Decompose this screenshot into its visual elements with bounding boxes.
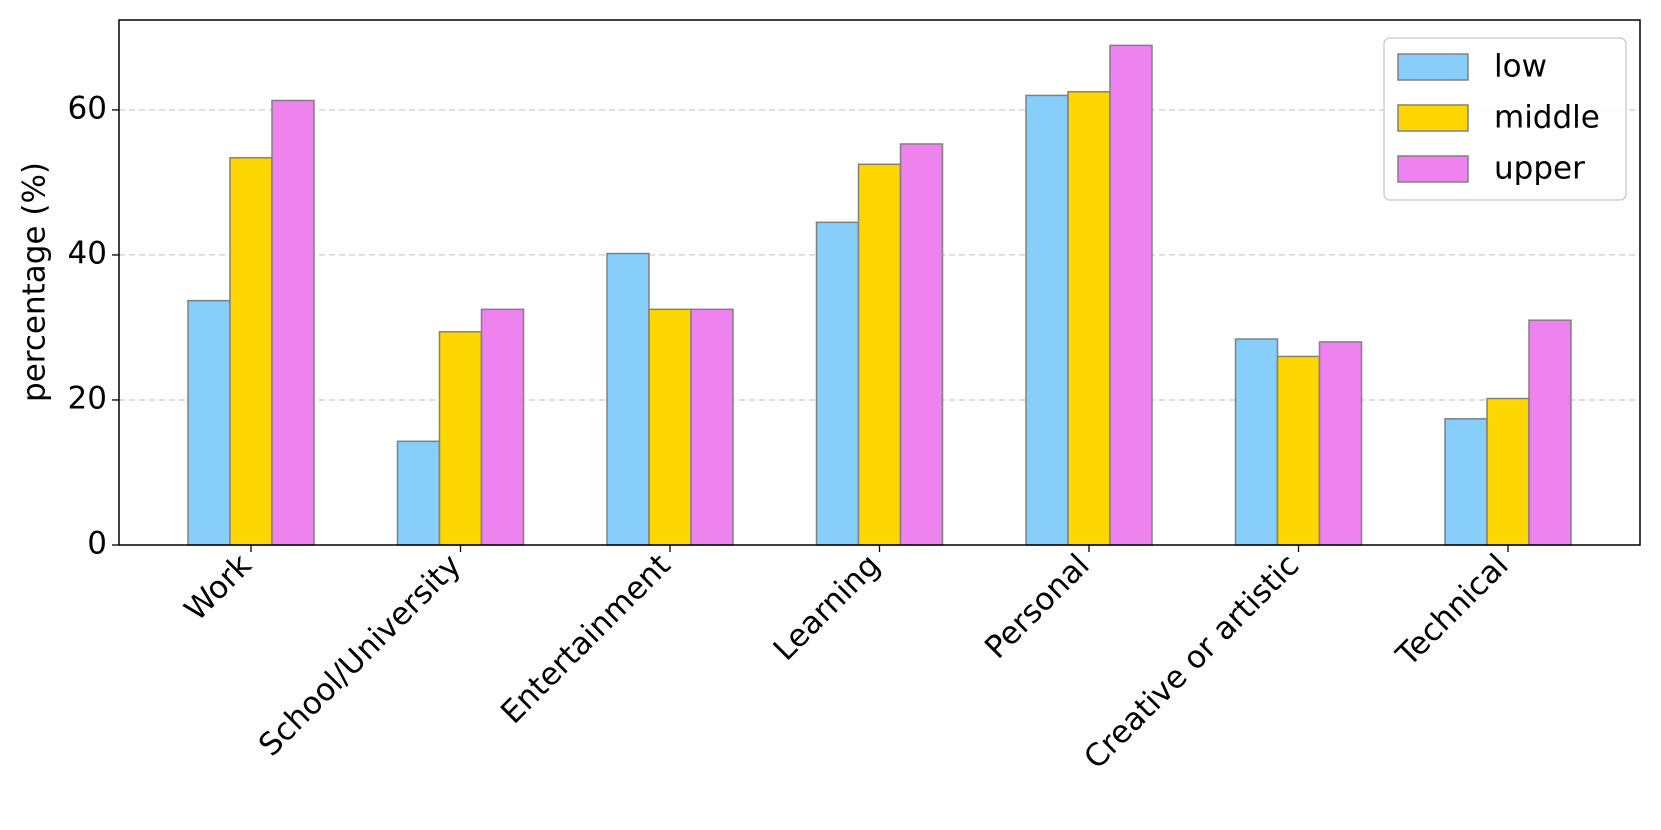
bar (1067, 91, 1111, 546)
bar (1109, 44, 1153, 546)
y-tick-label: 0 (87, 526, 107, 562)
bar (606, 252, 650, 546)
x-tick-label: Learning (767, 547, 888, 668)
x-tick-label: School/University (252, 547, 468, 763)
bar (648, 308, 692, 546)
bar (229, 157, 273, 546)
y-tick-label: 40 (68, 235, 107, 271)
bar (1318, 341, 1363, 546)
bar (690, 308, 734, 546)
bar (1276, 355, 1321, 546)
legend-swatch (1397, 53, 1469, 81)
legend-label: low (1494, 49, 1547, 85)
y-tick-label: 60 (68, 90, 107, 126)
bar (1234, 338, 1279, 546)
bar (857, 163, 902, 546)
plot-frame (118, 19, 1641, 546)
bar (187, 299, 231, 546)
legend-label: middle (1494, 100, 1600, 136)
x-tick-label: Creative or artistic (1077, 547, 1306, 776)
bar (1528, 319, 1572, 546)
bar (815, 221, 860, 546)
legend-swatch (1397, 104, 1469, 132)
bar (1444, 418, 1488, 546)
bar (1025, 94, 1069, 546)
x-tick-label: Work (178, 547, 259, 628)
bar (438, 331, 483, 546)
y-tick-label: 20 (68, 380, 107, 416)
legend-label: upper (1494, 151, 1585, 187)
bar (480, 308, 525, 546)
bar (1486, 397, 1530, 546)
y-axis-label: percentage (%) (17, 162, 53, 402)
bar (899, 143, 944, 546)
x-tick-label: Technical (1389, 547, 1516, 674)
bar (396, 440, 441, 546)
legend-swatch (1397, 155, 1469, 183)
bar (271, 99, 315, 546)
x-tick-label: Entertainment (494, 547, 678, 731)
x-tick-label: Personal (978, 547, 1097, 666)
